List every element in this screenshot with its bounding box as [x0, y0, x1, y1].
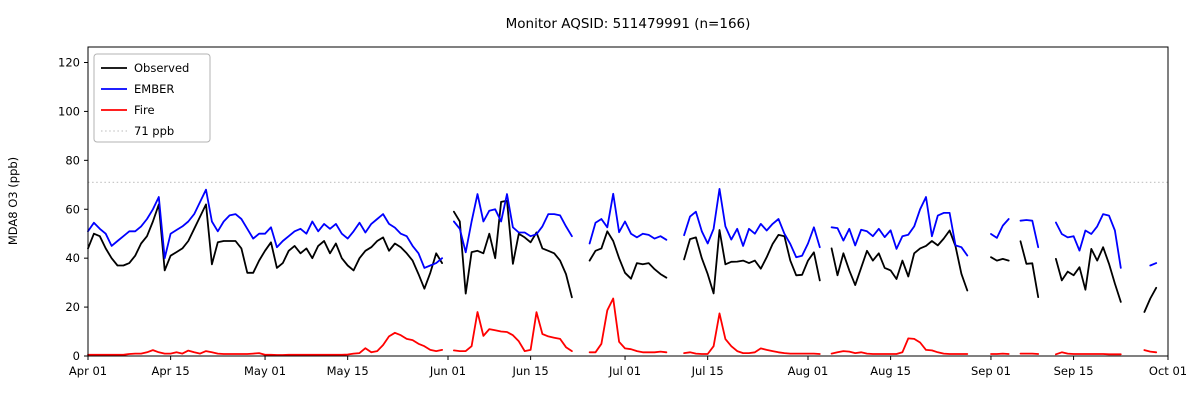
x-tick-label: Jun 01	[429, 364, 466, 378]
legend-label-71-ppb: 71 ppb	[134, 124, 174, 138]
x-tick-label: Aug 15	[870, 364, 911, 378]
legend-label-fire: Fire	[134, 103, 155, 117]
x-tick-label: Jul 01	[608, 364, 641, 378]
x-tick-label: Aug 01	[788, 364, 829, 378]
chart-title: Monitor AQSID: 511479991 (n=166)	[505, 16, 751, 32]
y-tick-label: 20	[65, 300, 80, 314]
x-tick-label: Apr 01	[69, 364, 107, 378]
y-tick-label: 80	[65, 153, 80, 167]
x-tick-label: May 01	[244, 364, 286, 378]
x-tick-label: Apr 15	[152, 364, 190, 378]
axes-spines	[87, 46, 1169, 357]
y-tick-label: 0	[73, 349, 80, 363]
x-tick-label: Oct 01	[1149, 364, 1187, 378]
x-tick-label: Sep 15	[1054, 364, 1094, 378]
x-tick-label: May 15	[327, 364, 369, 378]
x-tick-label: Jul 15	[691, 364, 724, 378]
x-tick-label: Jun 15	[511, 364, 548, 378]
y-tick-label: 60	[65, 202, 80, 216]
y-tick-label: 120	[58, 56, 80, 70]
ember-line	[87, 188, 1158, 269]
x-tick-label: Sep 01	[971, 364, 1011, 378]
y-tick-label: 40	[65, 251, 80, 265]
legend-label-observed: Observed	[134, 61, 189, 75]
legend-box	[93, 53, 211, 143]
observed-line	[87, 199, 1158, 313]
y-tick-label: 100	[58, 104, 80, 118]
fire-line	[87, 297, 1158, 356]
legend-label-ember: EMBER	[134, 82, 174, 96]
